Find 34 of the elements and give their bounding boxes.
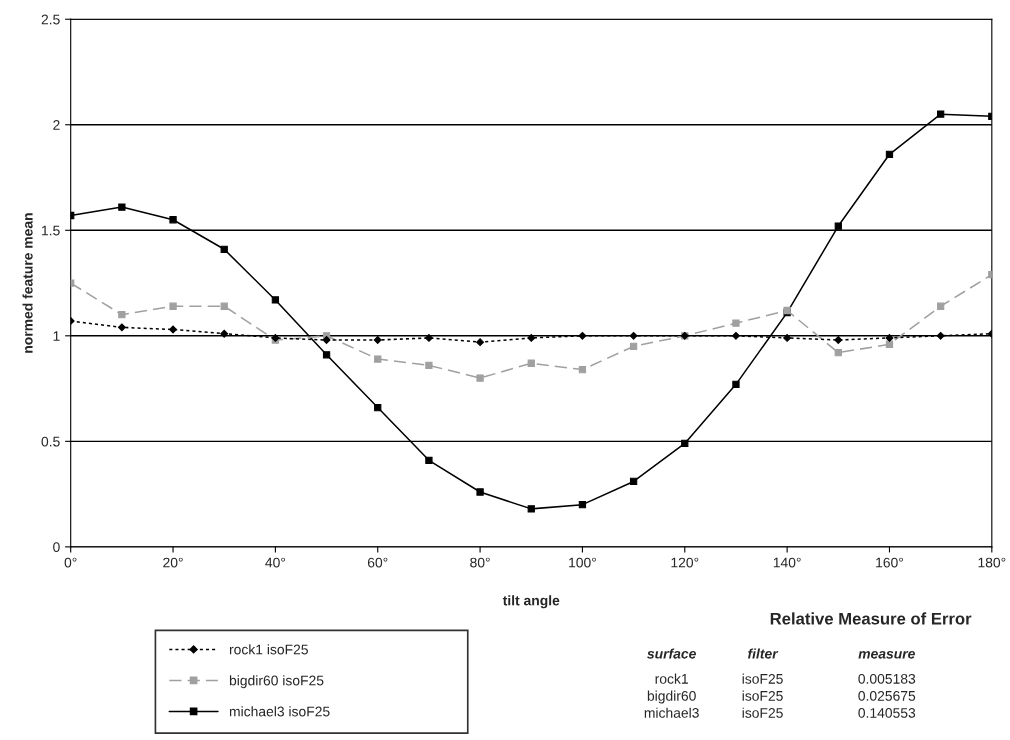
x-tick-label: 140° bbox=[773, 557, 801, 568]
text: isoF25 bbox=[742, 690, 783, 701]
text: Relative Measure of Error bbox=[770, 612, 972, 625]
text: 0.140553 bbox=[858, 707, 916, 718]
x-tick-label: 40° bbox=[265, 557, 286, 568]
text: isoF25 bbox=[742, 673, 783, 684]
y-tick-label: 2 bbox=[53, 120, 60, 130]
text: rock1 bbox=[655, 673, 688, 684]
y-tick-label: 0 bbox=[53, 542, 60, 553]
x-tick-label: 0° bbox=[64, 557, 77, 568]
text: measure bbox=[858, 651, 915, 659]
x-axis-title: tilt angle bbox=[502, 595, 560, 609]
y-tick-label: 2.5 bbox=[41, 14, 60, 25]
x-tick-label: 120° bbox=[671, 557, 699, 568]
x-tick-label: 160° bbox=[876, 557, 903, 568]
x-tick-label: 100° bbox=[569, 557, 596, 568]
text: isoF25 bbox=[742, 707, 783, 718]
text: michael3 bbox=[644, 707, 699, 718]
legend-label: bigdir60 isoF25 bbox=[229, 675, 324, 689]
text: bigdir60 bbox=[647, 690, 696, 704]
y-tick-label: 0.5 bbox=[41, 436, 60, 447]
text: 0.005183 bbox=[858, 673, 916, 684]
y-tick-label: 1 bbox=[53, 331, 60, 341]
x-tick-label: 80° bbox=[470, 557, 490, 568]
legend-label: rock1 isoF25 bbox=[229, 644, 308, 655]
text: surface bbox=[647, 648, 696, 659]
x-tick-label: 20° bbox=[163, 557, 183, 568]
text: filter bbox=[748, 648, 779, 659]
y-axis-title: normed feature mean bbox=[22, 213, 33, 353]
y-tick-label: 1.5 bbox=[42, 225, 60, 236]
x-tick-label: 60° bbox=[367, 557, 388, 568]
text: 0.025675 bbox=[858, 690, 916, 701]
x-tick-label: 180° bbox=[978, 557, 1006, 568]
legend-label: michael3 isoF25 bbox=[229, 706, 330, 717]
